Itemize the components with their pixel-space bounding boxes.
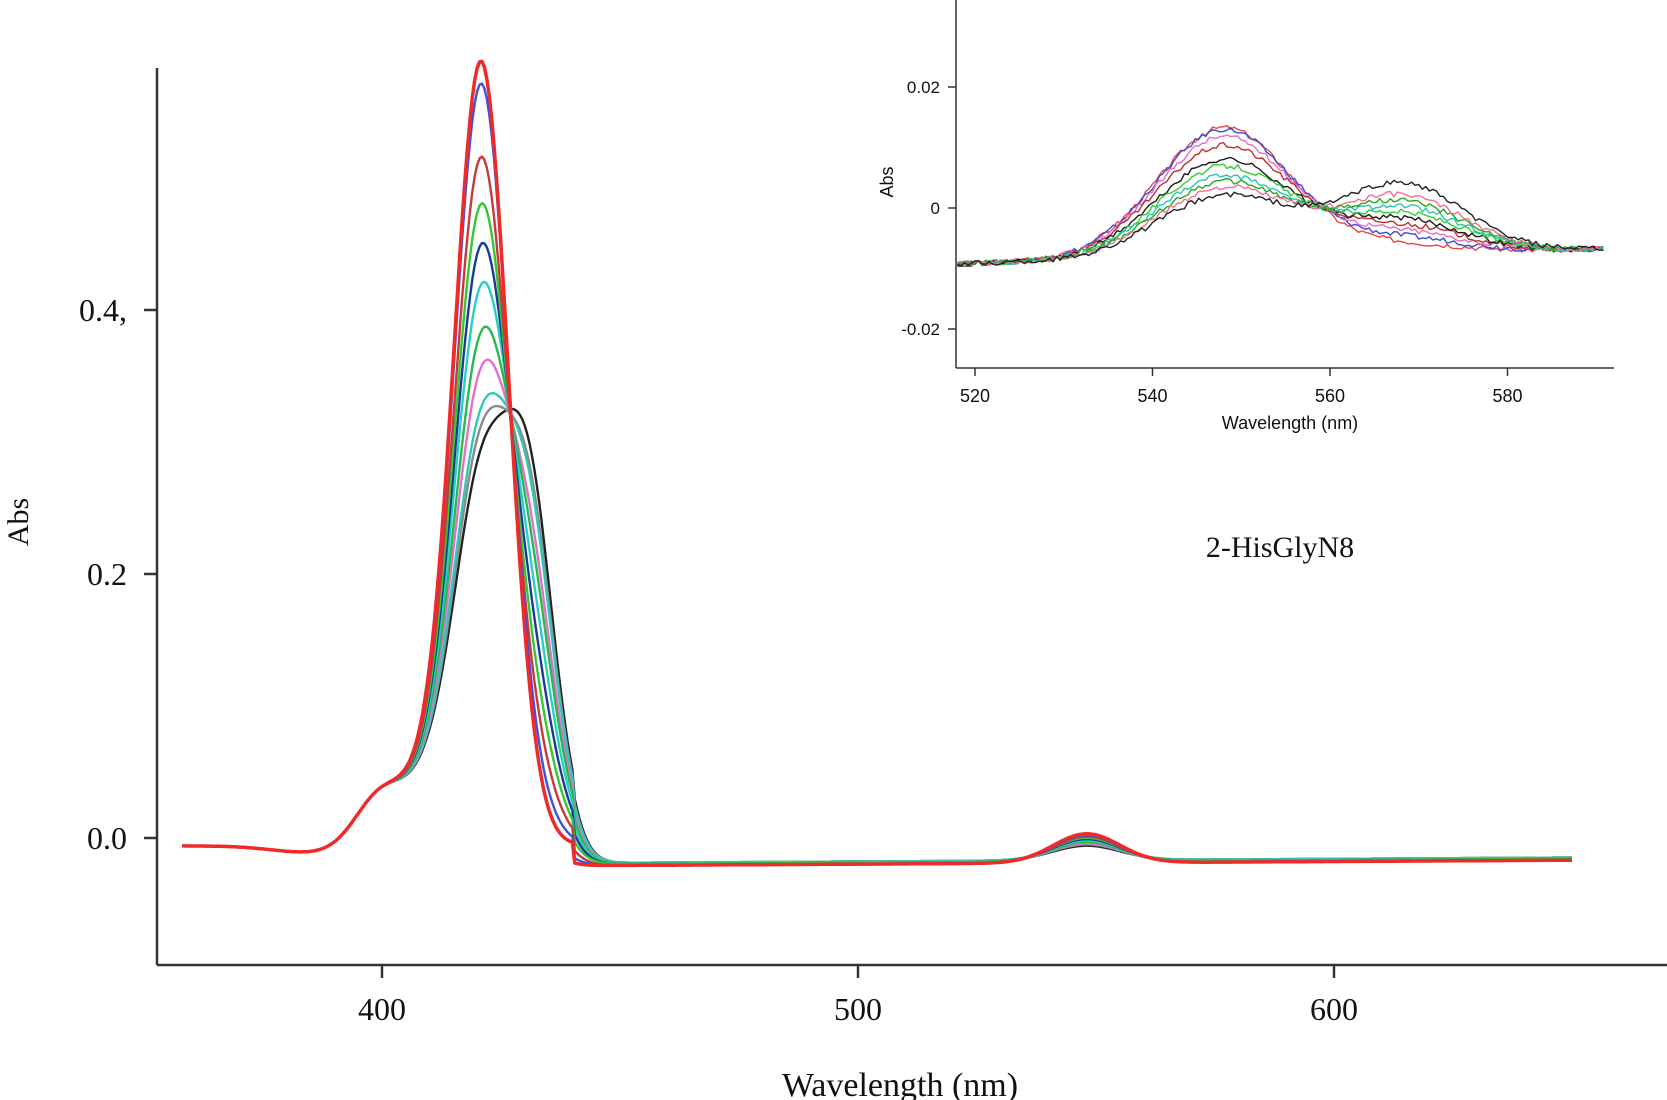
inset-series-line [956,179,1604,267]
inset-y-tick-label: -0.02 [901,320,940,339]
inset-series-line [956,163,1604,267]
inset-series [956,124,1604,267]
main-x-tick-label: 400 [358,991,406,1027]
sample-annotation: 2-HisGlyN8 [1206,531,1354,564]
main-series-line [182,155,1572,867]
main-series-line [182,358,1572,866]
main-y-axis-label: Abs [2,498,35,546]
inset-y-axis-label: Abs [877,166,897,197]
main-x-axis-label: Wavelength (nm) [782,1067,1018,1100]
main-x-tick-label: 600 [1310,991,1358,1027]
main-series-line [182,241,1572,866]
main-y-tick-label: 0.0 [87,820,127,856]
inset-chart: 520 540 560 580 0.02 0 -0.02 Wavelength (nm) A… [877,0,1614,433]
main-ticks: 400 500 600 0.0 0.2 0.4, [79,292,1358,1027]
inset-x-axis-label: Wavelength (nm) [1222,413,1358,433]
main-series-line [182,392,1572,864]
inset-series-line [956,177,1604,267]
main-series-line [182,202,1572,866]
main-series-line [182,404,1572,864]
inset-x-tick-label: 580 [1492,386,1522,406]
main-y-tick-label: 0.4, [79,292,127,328]
inset-series-line [957,173,1604,267]
main-series-line [182,59,1572,868]
main-series-line [182,407,1572,864]
inset-series-line [957,184,1604,267]
inset-ticks: 520 540 560 580 0.02 0 -0.02 [901,78,1522,406]
inset-x-tick-label: 560 [1315,386,1345,406]
inset-x-tick-label: 540 [1137,386,1167,406]
inset-y-tick-label: 0.02 [907,78,940,97]
main-y-tick-label: 0.2 [87,556,127,592]
main-series [182,59,1572,868]
main-x-tick-label: 500 [834,991,882,1027]
inset-x-tick-label: 520 [960,386,990,406]
inset-y-tick-label: 0 [931,199,940,218]
main-series-line [182,280,1572,866]
